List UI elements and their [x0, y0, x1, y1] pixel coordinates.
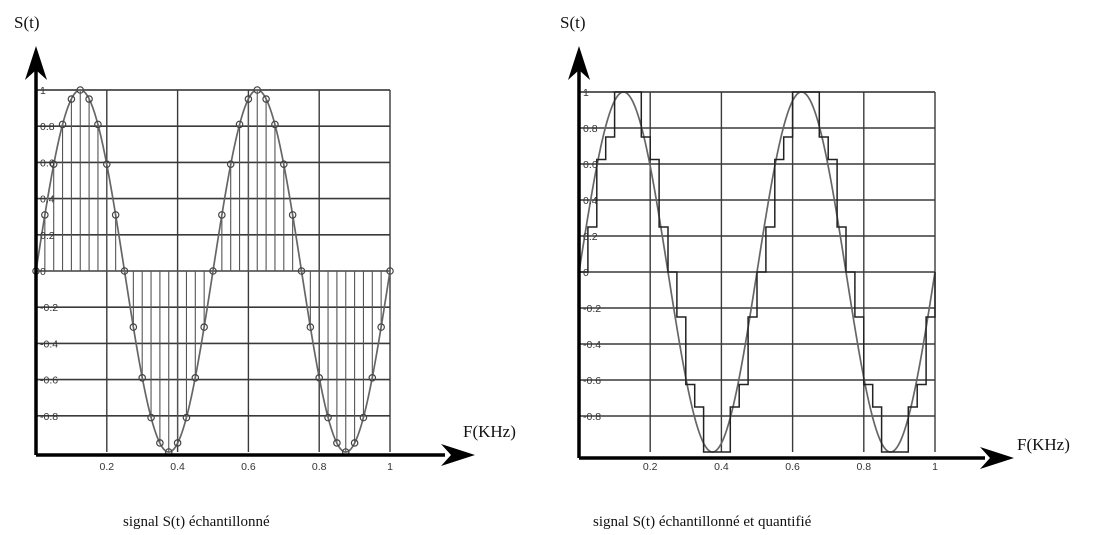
sample-point	[253, 86, 262, 94]
sample-point	[297, 267, 306, 275]
signal-curve-line	[35, 89, 391, 453]
sample-point	[147, 413, 155, 422]
y-tick-label: 0.6	[583, 159, 598, 171]
y-tick-labels: 1 0.8 0.6 0.4 0.2 0 -0.2 -0.4 -0.6 -0.8	[583, 87, 601, 423]
sample-point	[111, 211, 120, 219]
chart-sampled: 1 0.8 0.6 0.4 0.2 0 -0.2 -0.4 -0.6 -0.8 0.2 0.4 0.6…	[14, 13, 516, 530]
y-tick-label: 0	[583, 267, 589, 279]
sample-point	[156, 439, 164, 447]
quantized-step-path	[579, 91, 936, 453]
x-tick-label: 0.6	[241, 461, 256, 473]
y-tick-label: 0.4	[40, 194, 55, 206]
sample-point	[271, 120, 279, 129]
y-axis-arrowhead	[25, 46, 47, 80]
x-axis-title: F(KHz)	[463, 422, 516, 441]
sample-point	[76, 86, 85, 94]
signal-curve	[35, 89, 391, 453]
y-axis-arrowhead	[568, 46, 590, 80]
y-tick-label: -0.6	[40, 375, 58, 387]
sample-point	[324, 413, 332, 422]
y-tick-label: -0.8	[40, 411, 58, 423]
y-tick-label: 0.2	[40, 230, 55, 242]
y-tick-label: 1	[40, 85, 46, 97]
y-tick-label: 0.8	[40, 121, 55, 133]
sample-point	[244, 95, 253, 103]
x-tick-label: 1	[932, 461, 938, 473]
x-axis-title: F(KHz)	[1017, 435, 1070, 454]
sample-point	[41, 211, 49, 219]
axes	[25, 46, 475, 466]
y-tick-label: -0.6	[583, 375, 601, 387]
sample-point	[58, 120, 67, 129]
sample-point	[279, 160, 288, 169]
y-tick-label: 0.2	[583, 231, 598, 243]
chart-sampled-quantized: 1 0.8 0.6 0.4 0.2 0 -0.2 -0.4 -0.6 -0.8 0.2 0.4 0.6…	[560, 13, 1070, 530]
sample-point	[262, 95, 270, 103]
x-tick-label: 0.4	[714, 461, 729, 473]
sample-point	[359, 413, 368, 422]
sample-point	[129, 323, 138, 331]
sample-point	[49, 160, 58, 169]
y-axis-title: S(t)	[560, 13, 586, 32]
y-tick-label: 0.6	[40, 157, 55, 169]
y-tick-label: 0.4	[583, 195, 598, 207]
y-tick-label: -0.8	[583, 411, 601, 423]
sample-point	[209, 267, 217, 275]
y-axis-title: S(t)	[14, 13, 40, 32]
sample-point	[191, 373, 200, 382]
x-tick-label: 0.2	[99, 461, 114, 473]
x-tick-label: 0.8	[856, 461, 871, 473]
sample-point	[235, 120, 244, 129]
y-tick-label: 0	[40, 266, 46, 278]
sample-point	[350, 439, 359, 447]
axes	[568, 46, 1014, 469]
x-tick-label: 0.4	[170, 461, 185, 473]
sample-point	[288, 211, 297, 219]
sample-point	[103, 160, 111, 169]
y-tick-label: -0.2	[583, 303, 601, 315]
sample-point	[120, 267, 129, 275]
x-axis-arrowhead	[980, 447, 1014, 469]
y-tick-labels: 1 0.8 0.6 0.4 0.2 0 -0.2 -0.4 -0.6 -0.8	[40, 85, 58, 423]
sample-point	[306, 323, 315, 331]
y-tick-label: 1	[583, 87, 589, 99]
y-tick-label: -0.4	[583, 339, 601, 351]
x-tick-label: 0.6	[785, 461, 800, 473]
sample-markers	[32, 86, 394, 456]
sample-point	[94, 120, 102, 129]
x-axis-arrowhead	[441, 444, 475, 466]
sample-point	[315, 373, 324, 382]
sample-point	[138, 373, 147, 382]
x-tick-label: 0.2	[643, 461, 658, 473]
x-tick-labels: 0.2 0.4 0.6 0.8 1	[99, 461, 393, 473]
x-tick-label: 0.8	[312, 461, 327, 473]
sample-point	[182, 413, 191, 422]
sample-point	[333, 439, 341, 447]
sample-point	[200, 323, 208, 331]
y-tick-label: 0.8	[583, 123, 598, 135]
x-tick-labels: 0.2 0.4 0.6 0.8 1	[643, 461, 938, 473]
chart-caption: signal S(t) échantillonné et quantifié	[593, 514, 812, 530]
y-tick-label: -0.2	[40, 302, 58, 314]
x-tick-label: 1	[387, 461, 393, 473]
sample-point	[386, 267, 394, 275]
sample-point	[85, 95, 93, 103]
sample-point	[218, 211, 226, 219]
y-tick-label: -0.4	[40, 338, 58, 350]
sample-point	[377, 323, 385, 331]
sample-point	[368, 373, 377, 382]
sample-point	[226, 160, 235, 169]
chart-caption: signal S(t) échantillonné	[123, 514, 270, 530]
sample-point	[67, 95, 76, 103]
sample-point	[173, 439, 182, 447]
quantized-step-line	[579, 91, 936, 453]
